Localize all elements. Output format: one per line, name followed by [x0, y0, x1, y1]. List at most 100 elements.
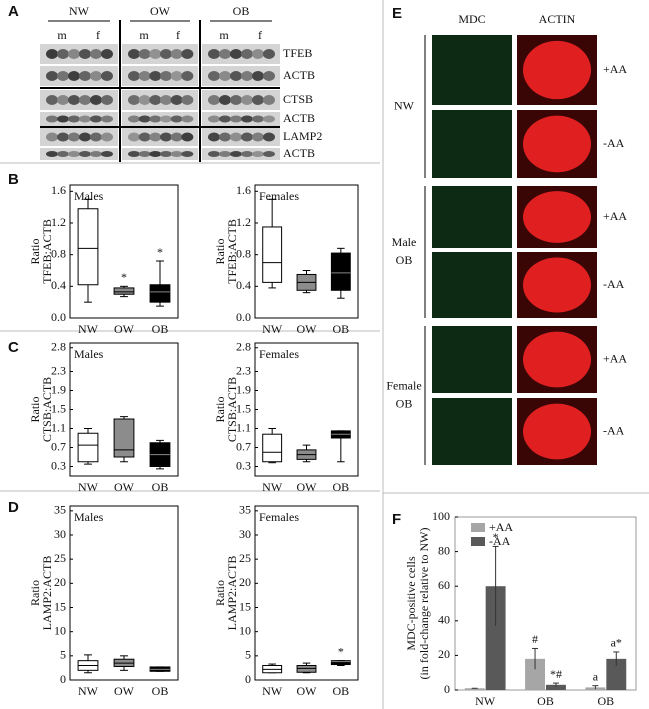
blot-band [46, 132, 58, 142]
y-axis-label: TFEB:ACTB [225, 219, 239, 284]
y-axis-label: CTSB:ACTB [40, 377, 54, 442]
blot-band [57, 49, 69, 59]
y-tick-label: 0.7 [236, 439, 251, 453]
blot-band [241, 151, 253, 157]
blot-band [68, 49, 80, 59]
y-tick-label: 1.2 [236, 215, 251, 229]
mdc-image [432, 186, 512, 248]
y-tick-label: 20 [54, 575, 66, 589]
text-line: OB [537, 694, 554, 708]
plot-frame [254, 184, 359, 319]
panel-label: F [392, 511, 401, 528]
blot-band [46, 71, 58, 81]
condition: -AA [603, 277, 625, 291]
box [113, 418, 135, 458]
blot-band [128, 95, 140, 105]
blot-band [181, 151, 194, 157]
y-tick-label: 2.8 [236, 340, 251, 354]
panel-label: D [8, 499, 19, 516]
x-tick-label: OW [297, 480, 318, 494]
chart-title: Females [259, 189, 299, 203]
x-tick-label: OB [332, 684, 349, 698]
blot-band [57, 132, 69, 142]
box [113, 287, 135, 295]
blot-band [241, 95, 253, 105]
y-tick-label: 1.6 [236, 183, 251, 197]
blot-band [149, 49, 162, 59]
x-tick-label: NW [262, 684, 283, 698]
blot-band [90, 49, 102, 59]
blot-band [90, 95, 102, 105]
box [262, 226, 283, 283]
bar [545, 684, 566, 690]
plot-frame [69, 184, 179, 319]
blot-band [208, 132, 220, 142]
y-tick-label: 1.1 [51, 420, 66, 434]
blot-band [149, 151, 162, 157]
y-axis-label: (in fold-change relative to NW) [417, 528, 431, 680]
blot-band [252, 151, 264, 157]
blot-band [170, 115, 183, 123]
sex-label: f [96, 28, 100, 42]
x-tick-label: NW [78, 322, 99, 336]
y-axis-label: Ratio [213, 239, 227, 265]
blot-band [219, 132, 231, 142]
y-tick-label: 35 [54, 503, 66, 517]
condition: +AA [603, 209, 627, 223]
actin-cell [523, 331, 591, 388]
blot-band [219, 115, 231, 123]
mdc-image [432, 398, 512, 465]
y-tick-label: 0.4 [51, 278, 66, 292]
mdc-image [432, 110, 512, 178]
blot-band [46, 95, 58, 105]
blot-band [68, 132, 80, 142]
blot-band [46, 49, 58, 59]
y-tick-label: 1.5 [236, 401, 251, 415]
blot-band [252, 132, 264, 142]
legend-label: -AA [489, 534, 511, 548]
sex-label: m [57, 28, 67, 42]
y-tick-label: 40 [438, 613, 450, 627]
condition: -AA [603, 423, 625, 437]
y-tick-label: 1.1 [236, 420, 251, 434]
chart-title: Females [259, 347, 299, 361]
blot-band [138, 115, 151, 123]
x-tick-label: NW [262, 480, 283, 494]
blot-band [160, 49, 172, 59]
y-tick-label: 0.8 [51, 246, 66, 260]
y-axis-label: TFEB:ACTB [40, 219, 54, 284]
y-axis-label: Ratio [28, 580, 42, 606]
y-tick-label: 1.9 [51, 382, 66, 396]
plot-frame [254, 505, 359, 681]
blot-band [170, 132, 183, 142]
panel-label: B [8, 171, 19, 188]
mdc-image [432, 252, 512, 318]
blot-row-label: LAMP2 [283, 129, 322, 143]
text-line: Male [533, 708, 558, 709]
legend-swatch [471, 523, 485, 532]
blot-group: OW [150, 4, 171, 18]
x-tick-label: OB [152, 684, 169, 698]
blot-band [160, 151, 172, 157]
blot-band [128, 49, 140, 59]
blot-band [128, 71, 140, 81]
blot-band [181, 95, 194, 105]
blot-band [241, 115, 253, 123]
blot-band [101, 71, 113, 81]
x-tick-label: OW [297, 684, 318, 698]
actin-cell [523, 257, 591, 313]
y-tick-label: 80 [438, 543, 450, 557]
blot-band [230, 49, 242, 59]
blot-band [241, 132, 253, 142]
mdc-image [432, 326, 512, 393]
y-tick-label: 1.2 [51, 215, 66, 229]
box [149, 284, 171, 303]
bar [485, 586, 506, 690]
blot-band [219, 151, 231, 157]
blot-band [208, 115, 220, 123]
blot-band [263, 132, 275, 142]
blot-band [79, 71, 91, 81]
blot-band [57, 115, 69, 123]
y-tick-label: 0 [245, 672, 251, 686]
